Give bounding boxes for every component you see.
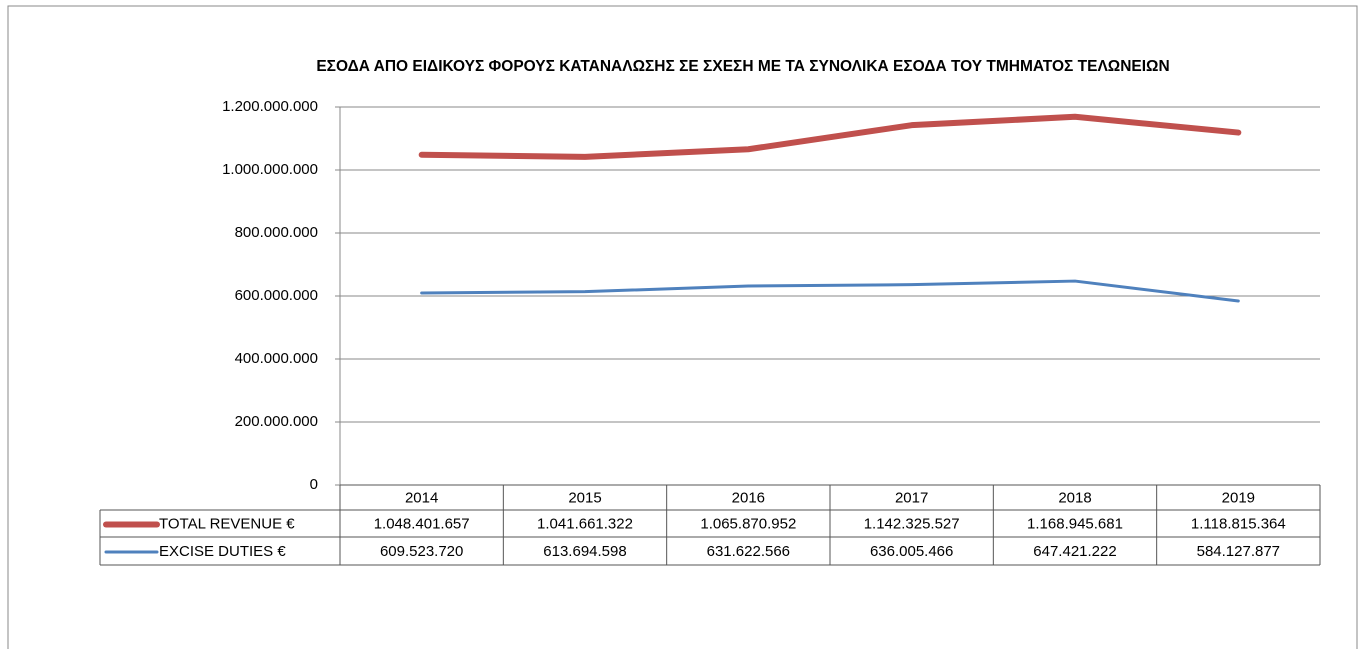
y-tick-label: 600.000.000	[235, 287, 318, 304]
table-value: 1.041.661.322	[537, 515, 633, 532]
y-tick-label: 400.000.000	[235, 350, 318, 367]
table-value: 1.168.945.681	[1027, 515, 1123, 532]
table-value: 636.005.466	[870, 543, 953, 560]
x-tick-label: 2016	[732, 489, 765, 506]
chart-title: ΕΣΟΔΑ ΑΠΟ ΕΙΔΙΚΟΥΣ ΦΟΡΟΥΣ ΚΑΤΑΝΑΛΩΣΗΣ ΣΕ…	[316, 58, 1169, 75]
x-tick-label: 2019	[1222, 489, 1255, 506]
y-tick-label: 0	[310, 476, 318, 493]
table-value: 584.127.877	[1197, 543, 1280, 560]
table-value: 1.065.870.952	[700, 515, 796, 532]
table-value: 609.523.720	[380, 543, 463, 560]
table-value: 1.142.325.527	[864, 515, 960, 532]
legend-label: EXCISE DUTIES €	[159, 543, 286, 560]
legend-label: TOTAL REVENUE €	[159, 515, 295, 532]
y-tick-label: 800.000.000	[235, 224, 318, 241]
table-value: 647.421.222	[1033, 543, 1116, 560]
table-value: 631.622.566	[707, 543, 790, 560]
y-tick-label: 200.000.000	[235, 413, 318, 430]
x-tick-label: 2017	[895, 489, 928, 506]
x-tick-label: 2018	[1058, 489, 1091, 506]
x-tick-label: 2015	[568, 489, 601, 506]
y-tick-label: 1.200.000.000	[222, 98, 318, 115]
x-tick-label: 2014	[405, 489, 438, 506]
y-tick-label: 1.000.000.000	[222, 161, 318, 178]
table-value: 1.048.401.657	[374, 515, 470, 532]
table-value: 1.118.815.364	[1191, 515, 1286, 532]
table-value: 613.694.598	[543, 543, 626, 560]
chart-frame	[7, 5, 1358, 649]
series-line	[420, 279, 1240, 303]
series-line	[418, 113, 1242, 160]
